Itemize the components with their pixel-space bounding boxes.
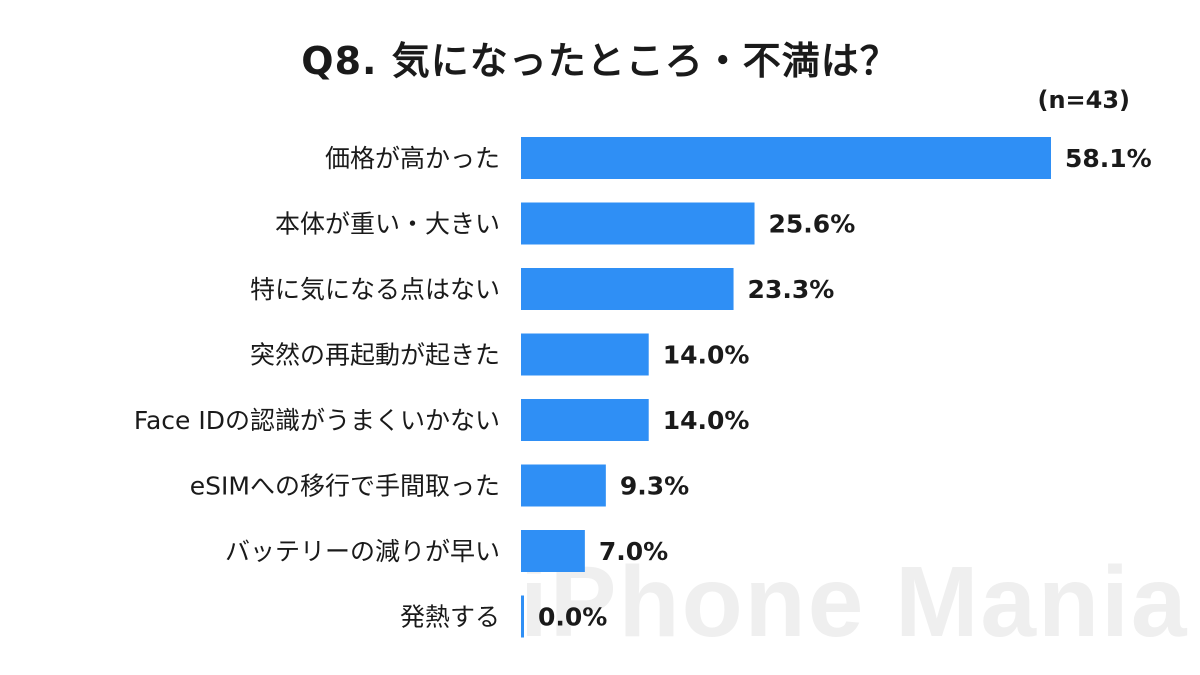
value-label: 9.3% — [620, 472, 689, 501]
value-label: 25.6% — [769, 210, 856, 239]
value-label: 7.0% — [599, 537, 668, 566]
chart-title: Q8. 気になったところ・不満は？ — [301, 39, 899, 83]
value-label: 0.0% — [538, 603, 607, 632]
category-label: 発熱する — [400, 603, 500, 632]
category-label: バッテリーの減りが早い — [225, 537, 500, 566]
bar — [521, 333, 649, 376]
category-label: Face IDの認識がうまくいかない — [134, 406, 500, 435]
category-label: eSIMへの移行で手間取った — [190, 472, 500, 501]
category-label: 価格が高かった — [325, 144, 500, 173]
sample-size-label: (n=43) — [1037, 86, 1130, 114]
category-label: 本体が重い・大きい — [275, 210, 500, 239]
bar — [521, 530, 585, 572]
value-label: 14.0% — [663, 406, 750, 435]
bar — [521, 399, 649, 441]
bar — [521, 202, 755, 245]
category-label: 突然の再起動が起きた — [250, 341, 500, 370]
value-label: 23.3% — [748, 275, 835, 304]
value-label: 58.1% — [1065, 144, 1152, 173]
category-label: 特に気になる点はない — [250, 275, 500, 304]
watermark: iPhone Mania — [520, 546, 1189, 658]
bar — [521, 137, 1051, 179]
bar — [521, 268, 734, 310]
value-label: 14.0% — [663, 341, 750, 370]
bar — [521, 595, 524, 638]
bar — [521, 464, 606, 507]
